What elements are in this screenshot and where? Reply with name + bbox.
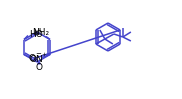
Text: O: O [35, 63, 42, 72]
Text: HO: HO [29, 30, 43, 39]
Text: O: O [29, 55, 36, 64]
Text: NH₂: NH₂ [32, 28, 49, 37]
Text: −: − [35, 51, 41, 57]
Text: N: N [36, 55, 42, 64]
Text: +: + [41, 52, 46, 57]
Text: O: O [29, 54, 35, 63]
